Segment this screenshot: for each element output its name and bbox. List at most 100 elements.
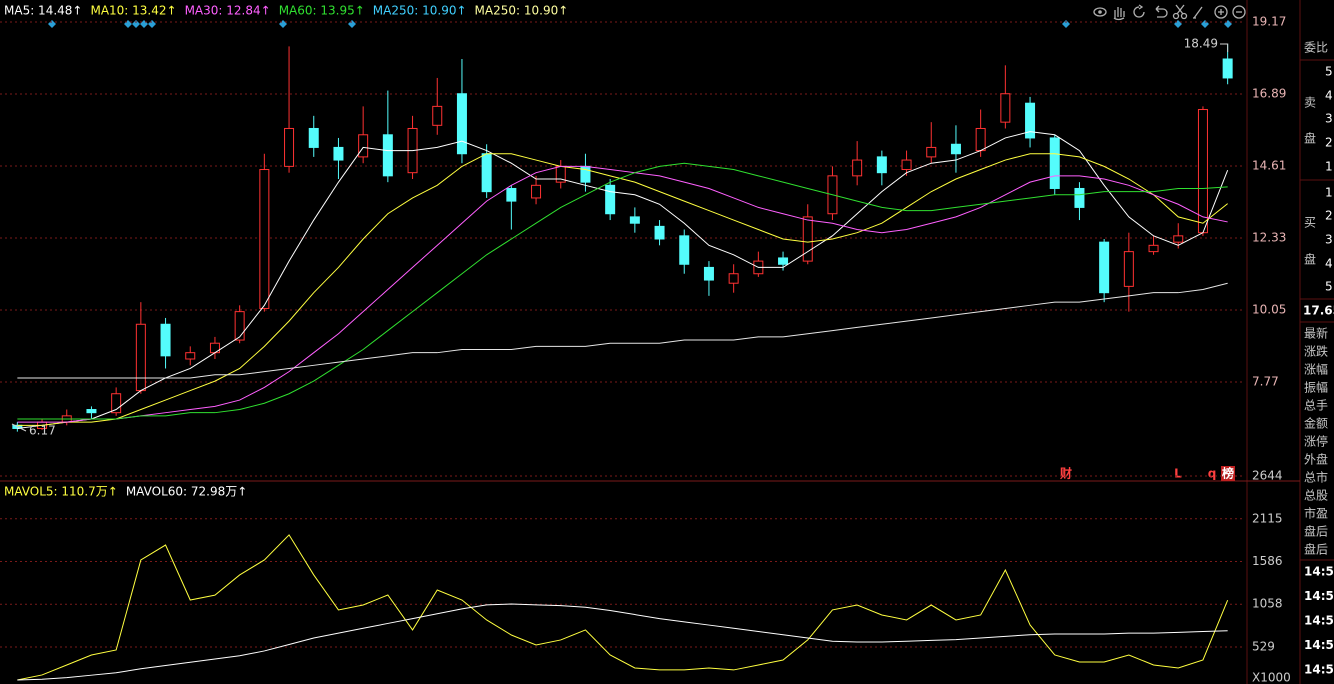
trade-time: 14:5	[1304, 589, 1334, 603]
y-tick-label: 7.77	[1252, 375, 1279, 389]
order-book-label: 委比	[1304, 41, 1328, 55]
quote-field: 涨跌	[1304, 344, 1328, 359]
candle-body	[1222, 58, 1233, 79]
candle-body	[382, 134, 393, 177]
quote-field: 外盘	[1304, 452, 1328, 467]
order-book-label: 买	[1304, 216, 1316, 230]
scissors-icon[interactable]	[1172, 4, 1188, 20]
candle-body	[703, 266, 714, 281]
legend-entry: MAVOL60: 72.98万↑	[126, 485, 247, 499]
candle-body	[802, 216, 813, 262]
y-tick-label: 10.05	[1252, 303, 1286, 317]
candle-body	[679, 235, 690, 265]
legend-entry: MA5: 14.48↑	[4, 4, 82, 18]
undo-icon[interactable]	[1155, 5, 1168, 18]
order-book-label: 1	[1325, 186, 1333, 200]
candle-body	[160, 323, 171, 357]
y-tick-label: 12.33	[1252, 231, 1286, 245]
candle-body	[1148, 244, 1159, 253]
legend-entry: MAVOL5: 110.7万↑	[4, 485, 118, 499]
order-book-label: 盘	[1304, 131, 1316, 146]
candle-body	[950, 143, 961, 155]
order-book-label: 2	[1325, 209, 1333, 223]
candle-body	[358, 134, 369, 158]
annotation-arrow	[11, 423, 27, 432]
diamond-marker	[132, 20, 140, 28]
candle-body	[185, 352, 196, 360]
candle-body	[1197, 109, 1208, 234]
quote-field: 总市	[1304, 470, 1328, 485]
legend-entry: MA250: 10.90↑	[373, 4, 467, 18]
candle-body	[1074, 187, 1085, 208]
order-book-label: 3	[1325, 112, 1333, 126]
ma-line	[17, 165, 1228, 423]
y-tick-label: 14.61	[1252, 159, 1286, 173]
quote-field: 盘后	[1304, 524, 1328, 539]
candle-body	[605, 184, 616, 215]
candle-body	[234, 311, 245, 341]
quote-field: 涨幅	[1304, 362, 1328, 377]
candle-body	[1123, 251, 1134, 287]
zoom-out-icon[interactable]	[1232, 5, 1246, 19]
candle-body	[308, 127, 319, 148]
low-annotation: 6.17	[29, 424, 56, 438]
quote-field: 总股	[1304, 489, 1328, 503]
event-marker: 财	[1059, 466, 1072, 481]
quote-field: 总手	[1304, 399, 1328, 413]
ma-line	[17, 162, 1228, 420]
trade-time: 14:5	[1304, 565, 1334, 579]
candle-body	[1173, 235, 1184, 243]
candle-body	[432, 105, 443, 126]
quote-field: 金额	[1304, 416, 1328, 431]
candle-body	[654, 225, 665, 240]
y-tick-label: 16.89	[1252, 87, 1286, 101]
candle-body	[284, 127, 295, 167]
candle-body	[1000, 93, 1011, 123]
legend-entry: MA30: 12.84↑	[185, 4, 271, 18]
brush-icon[interactable]	[1193, 6, 1203, 19]
quote-field: 市盈	[1304, 506, 1328, 521]
hand-icon[interactable]	[1113, 7, 1125, 21]
annotation-arrow	[1220, 43, 1229, 52]
rotate-icon[interactable]	[1133, 4, 1145, 18]
trade-time: 14:5	[1304, 638, 1334, 652]
candle-body	[728, 273, 739, 284]
candle-body	[333, 146, 344, 161]
legend-entry: MA60: 13.95↑	[279, 4, 365, 18]
ma-line	[17, 282, 1228, 379]
event-marker: 榜	[1222, 466, 1234, 481]
eye-icon[interactable]	[1093, 7, 1107, 17]
candle-body	[629, 216, 640, 224]
y-tick-label: 2644	[1252, 468, 1283, 482]
ma-line	[17, 153, 1228, 426]
order-book-label: 盘	[1304, 252, 1316, 267]
candle-body	[975, 127, 986, 152]
candle-body	[481, 153, 492, 193]
toolbar	[1093, 4, 1246, 21]
candle-body	[456, 93, 467, 155]
order-book-label: 5	[1325, 280, 1333, 294]
ma-line	[17, 534, 1229, 681]
diamond-marker	[1062, 20, 1070, 28]
event-marker: L	[1174, 467, 1182, 481]
trade-time: 14:5	[1304, 663, 1334, 677]
event-marker: q	[1208, 467, 1217, 481]
candle-body	[259, 169, 270, 309]
candle-body	[926, 146, 937, 158]
candle-body	[901, 159, 912, 171]
marker-box	[1221, 466, 1235, 481]
candle-body	[1049, 137, 1060, 189]
candle-body	[1099, 241, 1110, 294]
order-book-label: 卖	[1304, 96, 1316, 110]
zoom-in-icon[interactable]	[1214, 5, 1228, 19]
order-book-label: 4	[1325, 89, 1333, 103]
y-tick-label: 1058	[1252, 597, 1283, 611]
high-annotation: 18.49	[1184, 37, 1218, 51]
legend-entry: MA250: 10.90↑	[475, 4, 569, 18]
last-price: 17.65	[1303, 304, 1334, 318]
y-tick-label: 1586	[1252, 554, 1283, 568]
order-book-label: 2	[1325, 136, 1333, 150]
candle-body	[111, 393, 122, 414]
y-tick-label: 2115	[1252, 511, 1283, 525]
